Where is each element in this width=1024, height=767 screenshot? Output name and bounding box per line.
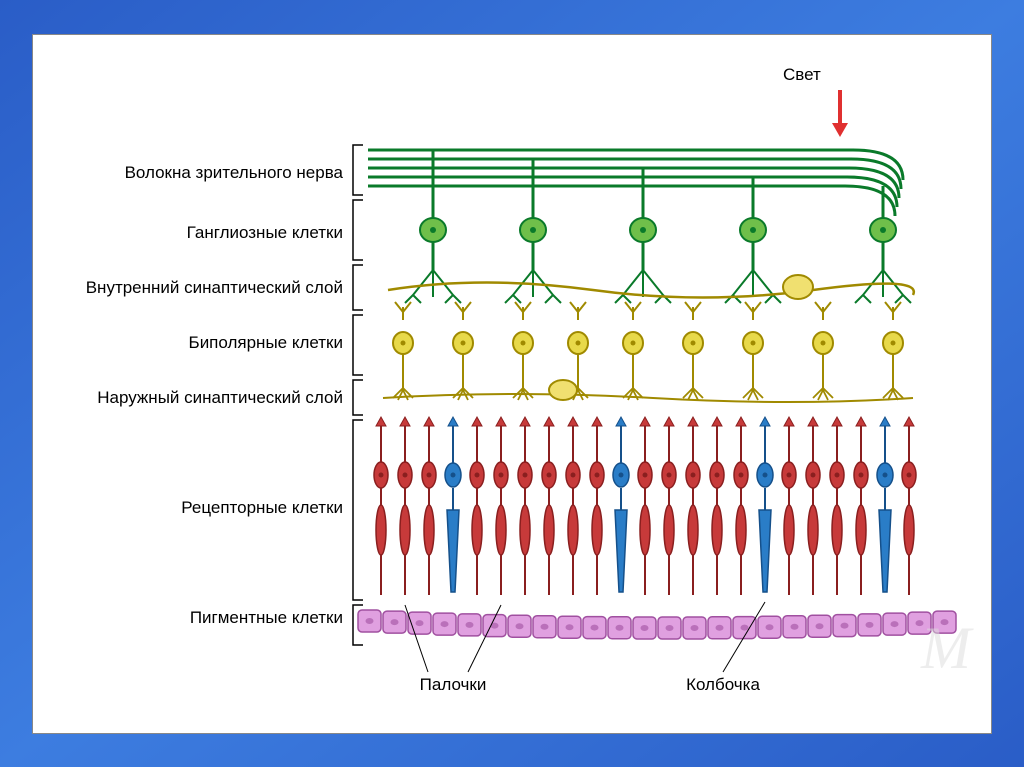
- diagram-frame: M Свет Волокна зрительного нерва Ганглио…: [32, 34, 992, 734]
- label-pigment: Пигментные клетки: [63, 608, 343, 628]
- label-light: Свет: [783, 65, 883, 85]
- label-cones: Колбочка: [673, 675, 773, 695]
- label-receptor: Рецепторные клетки: [63, 498, 343, 518]
- label-inner-synaptic: Внутренний синаптический слой: [63, 278, 343, 298]
- label-rods: Палочки: [403, 675, 503, 695]
- label-nerve-fibers: Волокна зрительного нерва: [63, 163, 343, 183]
- label-ganglion: Ганглиозные клетки: [63, 223, 343, 243]
- label-bipolar: Биполярные клетки: [63, 333, 343, 353]
- watermark: M: [921, 614, 971, 683]
- retina-diagram-svg: [33, 35, 993, 735]
- label-outer-synaptic: Наружный синаптический слой: [63, 388, 343, 408]
